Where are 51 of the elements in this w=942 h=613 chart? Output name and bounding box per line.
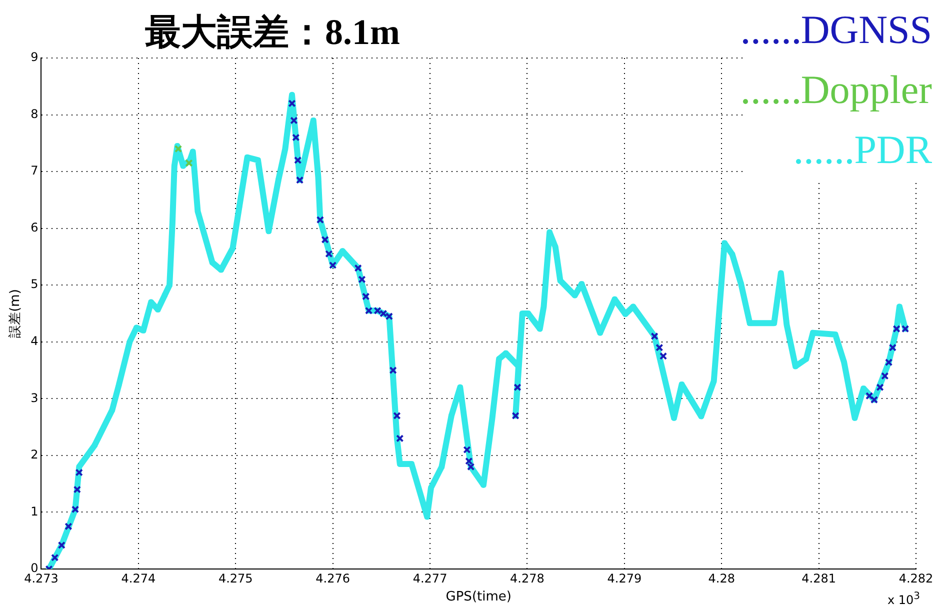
point [321, 236, 329, 244]
x-tick-label: 4.275 [218, 571, 253, 586]
point [881, 372, 889, 380]
point [380, 310, 388, 318]
x-tick-label: 4.274 [121, 571, 156, 586]
point [288, 100, 296, 108]
x-tick-label: 4.277 [412, 571, 448, 586]
x-tick-label: 4.276 [316, 571, 350, 586]
point [75, 468, 83, 476]
y-tick-label: 5 [30, 277, 38, 292]
point [888, 344, 896, 352]
point [290, 116, 298, 124]
x-tick-label: 4.28 [708, 571, 735, 586]
y-tick-label: 6 [30, 220, 38, 234]
x-tick-label: 4.273 [24, 571, 58, 586]
x-tick-label: 4.279 [607, 571, 642, 586]
y-tick-label: 4 [30, 334, 38, 348]
x-tick-label: 4.282 [898, 571, 934, 586]
point [514, 383, 522, 392]
y-tick-label: 3 [30, 390, 38, 405]
point [294, 156, 302, 164]
y-tick-label: 1 [30, 504, 38, 518]
point [659, 352, 668, 360]
y-axis-title: 誤差(m) [8, 289, 24, 338]
point [876, 383, 884, 392]
legend-label: DGNSS [800, 6, 932, 54]
legend-label: PDR [854, 126, 932, 174]
point [656, 344, 664, 352]
point [51, 554, 59, 562]
y-tick-label: 8 [30, 106, 38, 121]
x-tick-label: 4.278 [510, 571, 544, 586]
x-axis-title: GPS(time) [446, 590, 512, 605]
y-tick-label: 2 [30, 448, 38, 462]
point [174, 145, 182, 153]
point [185, 159, 193, 167]
chart-title: 最大誤差：8.1m [145, 11, 400, 54]
point [64, 522, 72, 530]
legend-label: Doppler [800, 66, 932, 114]
point [463, 446, 471, 454]
y-tick-label: 7 [30, 164, 38, 178]
point [396, 434, 404, 442]
point [866, 392, 874, 400]
point [325, 250, 333, 258]
point [389, 366, 397, 374]
point [362, 292, 370, 300]
text: x 10$^{3}$ [887, 591, 920, 607]
point [73, 486, 82, 494]
point [358, 276, 366, 284]
y-tick-label: 9 [30, 50, 38, 64]
x-tick-label: 4.281 [802, 571, 836, 586]
point [393, 412, 401, 420]
